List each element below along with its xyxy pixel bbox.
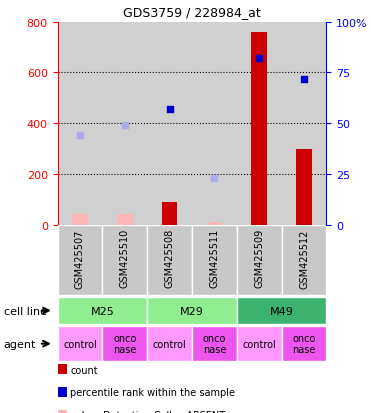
Bar <box>72 215 88 225</box>
Bar <box>192 23 237 225</box>
Text: GSM425512: GSM425512 <box>299 229 309 288</box>
Text: GSM425507: GSM425507 <box>75 229 85 288</box>
Bar <box>58 23 102 225</box>
Bar <box>102 225 147 295</box>
Bar <box>282 23 326 225</box>
Bar <box>282 326 326 361</box>
Bar <box>147 23 192 225</box>
Bar <box>58 326 102 361</box>
Text: GSM425508: GSM425508 <box>165 229 175 288</box>
Bar <box>162 202 177 225</box>
Text: control: control <box>242 339 276 349</box>
Bar <box>296 149 312 225</box>
Bar <box>102 23 147 225</box>
Bar <box>237 297 326 324</box>
Bar <box>237 225 282 295</box>
Text: percentile rank within the sample: percentile rank within the sample <box>70 387 236 397</box>
Text: control: control <box>63 339 97 349</box>
Bar <box>58 225 102 295</box>
Text: M29: M29 <box>180 306 204 316</box>
Point <box>167 107 173 113</box>
Text: count: count <box>70 365 98 375</box>
Bar <box>102 326 147 361</box>
Text: onco
nase: onco nase <box>292 333 316 355</box>
Text: value, Detection Call = ABSENT: value, Detection Call = ABSENT <box>70 410 226 413</box>
Bar <box>147 326 192 361</box>
Bar <box>237 23 282 225</box>
Bar <box>147 225 192 295</box>
Text: onco
nase: onco nase <box>113 333 137 355</box>
Text: onco
nase: onco nase <box>203 333 226 355</box>
Bar <box>192 225 237 295</box>
Text: cell line: cell line <box>4 306 47 316</box>
Bar <box>282 225 326 295</box>
Bar <box>117 215 132 225</box>
Bar <box>147 297 237 324</box>
Point <box>122 123 128 129</box>
Text: GSM425511: GSM425511 <box>209 229 219 288</box>
Text: GSM425510: GSM425510 <box>120 229 130 288</box>
Text: control: control <box>153 339 187 349</box>
Point <box>77 133 83 139</box>
Bar <box>58 297 147 324</box>
Bar <box>252 33 267 225</box>
Point <box>256 56 262 62</box>
Text: agent: agent <box>4 339 36 349</box>
Text: M49: M49 <box>270 306 293 316</box>
Point <box>211 175 217 182</box>
Bar <box>237 326 282 361</box>
Bar <box>207 223 222 225</box>
Point <box>301 76 307 83</box>
Bar <box>192 326 237 361</box>
Title: GDS3759 / 228984_at: GDS3759 / 228984_at <box>123 6 261 19</box>
Text: GSM425509: GSM425509 <box>254 229 264 288</box>
Text: M25: M25 <box>91 306 114 316</box>
